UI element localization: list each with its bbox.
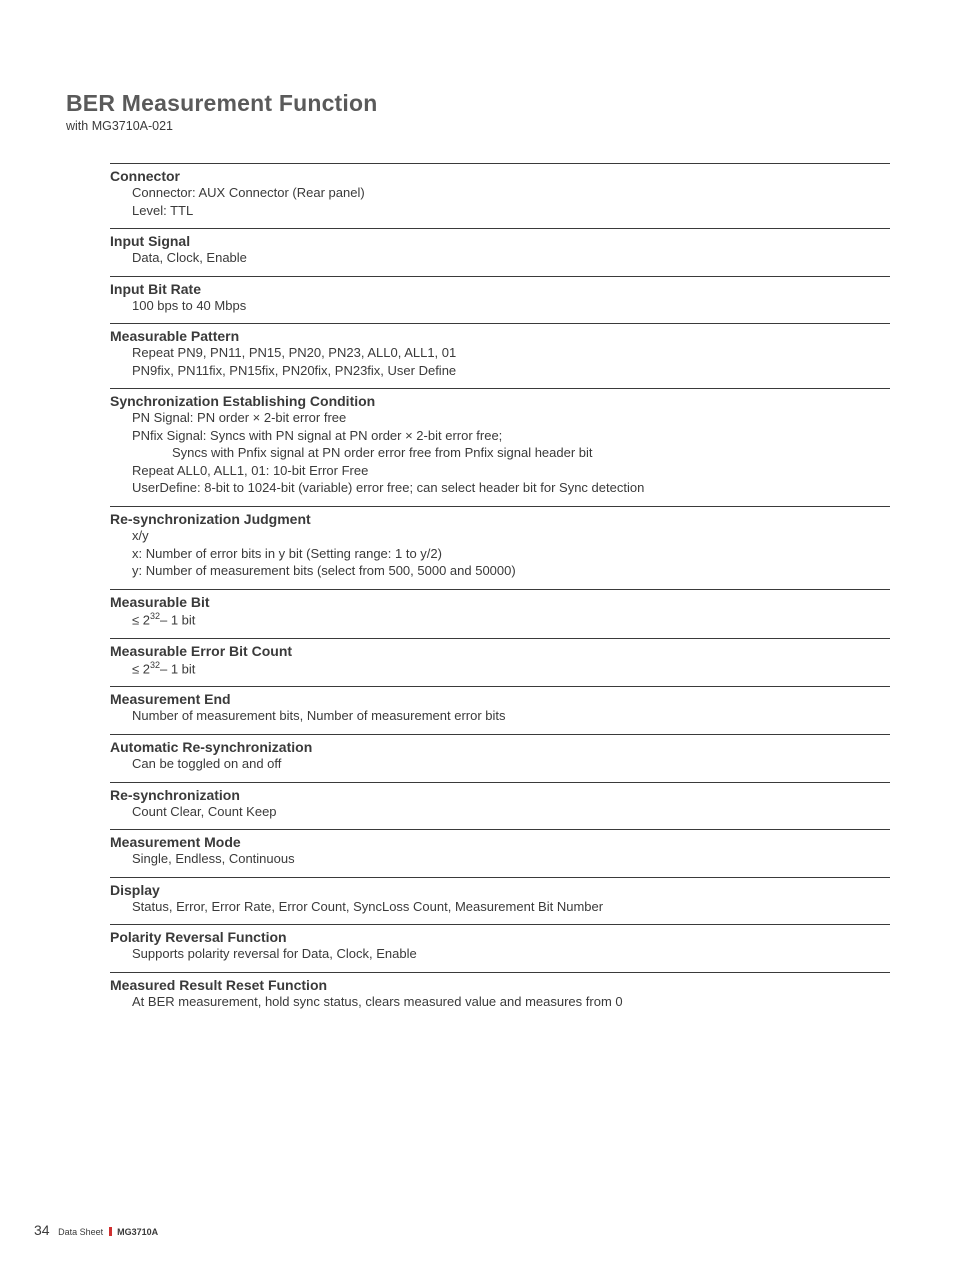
section-line: x/y: [132, 527, 890, 545]
spec-section: ConnectorConnector: AUX Connector (Rear …: [110, 163, 890, 228]
section-line: At BER measurement, hold sync status, cl…: [132, 993, 890, 1011]
exponent: 32: [150, 611, 160, 621]
section-heading: Measurable Pattern: [110, 328, 890, 344]
spec-section: Polarity Reversal FunctionSupports polar…: [110, 924, 890, 972]
spec-section: Input Bit Rate100 bps to 40 Mbps: [110, 276, 890, 324]
section-line: PNfix Signal: Syncs with PN signal at PN…: [132, 427, 890, 445]
section-line: Number of measurement bits, Number of me…: [132, 707, 890, 725]
section-line-text: ≤ 2: [132, 661, 150, 676]
section-line: Count Clear, Count Keep: [132, 803, 890, 821]
section-line-text: ≤ 2: [132, 612, 150, 627]
section-heading: Display: [110, 882, 890, 898]
spec-section: Measurable Bit≤ 232– 1 bit: [110, 589, 890, 638]
section-heading: Synchronization Establishing Condition: [110, 393, 890, 409]
page-subtitle: with MG3710A-021: [66, 119, 888, 133]
sections-container: ConnectorConnector: AUX Connector (Rear …: [110, 163, 890, 1019]
spec-section: Measurement ModeSingle, Endless, Continu…: [110, 829, 890, 877]
section-line: PN9fix, PN11fix, PN15fix, PN20fix, PN23f…: [132, 362, 890, 380]
section-line: Single, Endless, Continuous: [132, 850, 890, 868]
section-line: ≤ 232– 1 bit: [132, 659, 890, 678]
section-heading: Input Signal: [110, 233, 890, 249]
spec-section: DisplayStatus, Error, Error Rate, Error …: [110, 877, 890, 925]
spec-section: Measured Result Reset FunctionAt BER mea…: [110, 972, 890, 1020]
section-heading: Polarity Reversal Function: [110, 929, 890, 945]
section-line: Repeat ALL0, ALL1, 01: 10-bit Error Free: [132, 462, 890, 480]
spec-section: Re-synchronizationCount Clear, Count Kee…: [110, 782, 890, 830]
section-heading: Automatic Re-synchronization: [110, 739, 890, 755]
section-line: 100 bps to 40 Mbps: [132, 297, 890, 315]
spec-section: Synchronization Establishing ConditionPN…: [110, 388, 890, 506]
page-content: BER Measurement Function with MG3710A-02…: [0, 0, 954, 1019]
spec-section: Measurement EndNumber of measurement bit…: [110, 686, 890, 734]
section-line: Level: TTL: [132, 202, 890, 220]
section-heading: Re-synchronization: [110, 787, 890, 803]
section-heading: Input Bit Rate: [110, 281, 890, 297]
page-number: 34: [34, 1222, 50, 1238]
section-line: UserDefine: 8-bit to 1024-bit (variable)…: [132, 479, 890, 497]
section-line: Data, Clock, Enable: [132, 249, 890, 267]
section-heading: Re-synchronization Judgment: [110, 511, 890, 527]
section-heading: Measurement Mode: [110, 834, 890, 850]
footer-model: MG3710A: [117, 1227, 158, 1237]
spec-section: Input SignalData, Clock, Enable: [110, 228, 890, 276]
section-line: Can be toggled on and off: [132, 755, 890, 773]
section-heading: Measured Result Reset Function: [110, 977, 890, 993]
section-line: Connector: AUX Connector (Rear panel): [132, 184, 890, 202]
spec-section: Measurable PatternRepeat PN9, PN11, PN15…: [110, 323, 890, 388]
section-line: Syncs with Pnfix signal at PN order erro…: [172, 444, 890, 462]
section-line: Repeat PN9, PN11, PN15, PN20, PN23, ALL0…: [132, 344, 890, 362]
section-line: Supports polarity reversal for Data, Clo…: [132, 945, 890, 963]
section-heading: Connector: [110, 168, 890, 184]
footer-label: Data Sheet: [58, 1227, 103, 1237]
spec-section: Re-synchronization Judgmentx/yx: Number …: [110, 506, 890, 589]
section-line-after: – 1 bit: [160, 612, 195, 627]
section-line: x: Number of error bits in y bit (Settin…: [132, 545, 890, 563]
section-line: Status, Error, Error Rate, Error Count, …: [132, 898, 890, 916]
section-line: y: Number of measurement bits (select fr…: [132, 562, 890, 580]
page-footer: 34 Data Sheet MG3710A: [34, 1222, 158, 1238]
spec-section: Automatic Re-synchronizationCan be toggl…: [110, 734, 890, 782]
section-heading: Measurement End: [110, 691, 890, 707]
section-line: ≤ 232– 1 bit: [132, 610, 890, 629]
section-line: PN Signal: PN order × 2-bit error free: [132, 409, 890, 427]
section-heading: Measurable Bit: [110, 594, 890, 610]
section-line-after: – 1 bit: [160, 661, 195, 676]
footer-divider-icon: [109, 1227, 112, 1236]
spec-section: Measurable Error Bit Count≤ 232– 1 bit: [110, 638, 890, 687]
section-heading: Measurable Error Bit Count: [110, 643, 890, 659]
page-title: BER Measurement Function: [66, 90, 888, 117]
exponent: 32: [150, 660, 160, 670]
